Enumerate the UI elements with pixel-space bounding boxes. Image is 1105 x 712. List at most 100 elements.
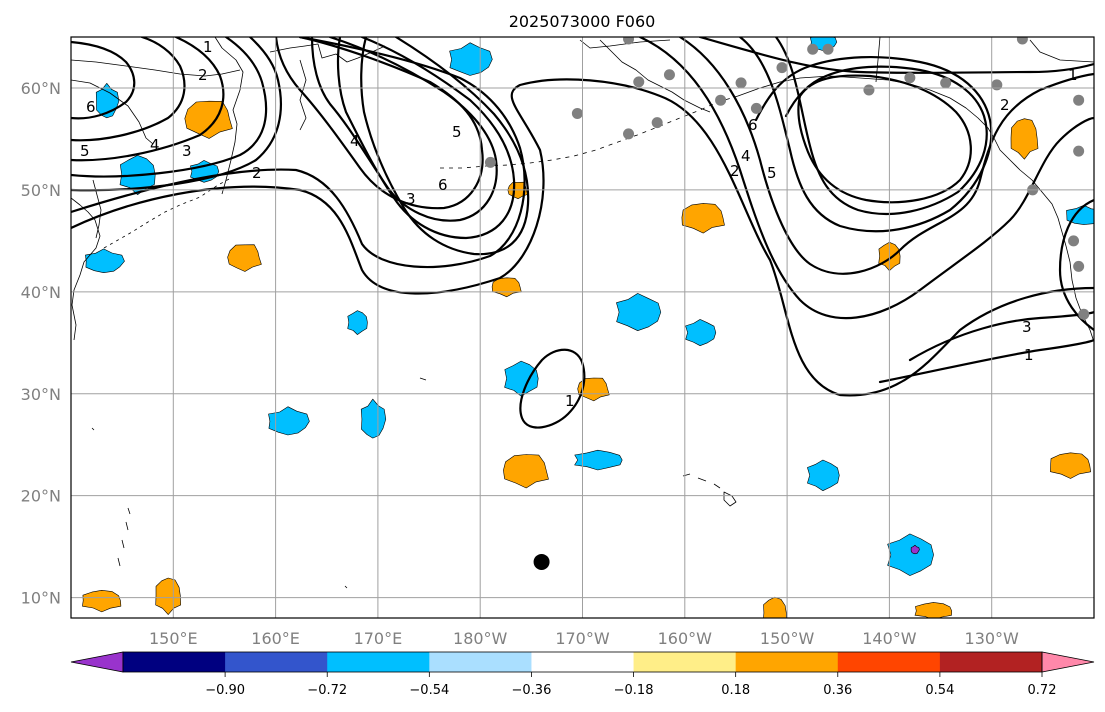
colorbar-cell	[633, 652, 737, 672]
contour-label-3: 3	[182, 142, 192, 160]
colorbar-cell	[837, 652, 941, 672]
lon-tick-label: 160°E	[251, 629, 300, 648]
contour-label-6: 6	[438, 176, 448, 194]
contour-2-west	[71, 37, 282, 192]
anomaly-blob	[268, 406, 310, 436]
coast-bc-panhandle	[993, 137, 1067, 247]
lon-tick-label: 170°E	[354, 629, 403, 648]
contour-label-1: 1	[1068, 66, 1078, 84]
contour-5-west	[71, 40, 136, 120]
contour-6-mid	[360, 37, 530, 256]
anomaly-blob	[914, 602, 952, 618]
contour-2-mid	[71, 37, 526, 269]
contour-4-alaska	[738, 37, 993, 233]
coast-kurils-hokkaido	[71, 197, 101, 341]
anomaly-blob	[504, 360, 539, 397]
station-dot	[940, 77, 952, 89]
colorbar-tick-label: −0.54	[409, 683, 449, 698]
contour-big-1	[71, 78, 1094, 397]
contour-3-west	[71, 37, 225, 162]
contour-label-5: 5	[767, 164, 777, 182]
latitude-tick-labels: 60°N 50°N 40°N 30°N 20°N 10°N	[21, 79, 61, 608]
contour-label-1: 1	[1024, 346, 1034, 364]
station-dot	[1068, 235, 1080, 247]
station-dot	[663, 69, 675, 81]
coast-alaska-west	[599, 39, 711, 113]
contour-5-alaska	[774, 37, 988, 216]
station-dot	[863, 84, 875, 96]
station-dot	[1073, 145, 1085, 157]
lat-tick-label: 50°N	[21, 181, 61, 200]
colorbar-tick-label: −0.36	[512, 683, 552, 698]
anomaly-blob	[574, 449, 623, 471]
colorbar-cell	[939, 652, 1043, 672]
anomaly-blob	[82, 590, 122, 613]
coast-islands-west	[91, 377, 427, 589]
station-dot	[623, 37, 635, 45]
contour-label-2: 2	[730, 162, 740, 180]
coast-aleutians	[440, 95, 739, 169]
coast-kamchatka	[214, 37, 244, 195]
contour-3-alaska	[678, 37, 1094, 275]
colorbar-extend-high	[1041, 651, 1095, 673]
chart-title: 2025073000 F060	[509, 12, 656, 31]
station-dot	[735, 77, 747, 89]
contour-1-west	[71, 37, 268, 178]
station-dot	[633, 76, 645, 88]
contour-labels: 1 2 6 4 3 5 2 4 5 3 6 1 2 4 5 6 2 1 3 1	[80, 38, 1078, 410]
contour-label-5: 5	[452, 123, 462, 141]
station-dot	[571, 107, 583, 119]
colorbar-tick-label: −0.72	[307, 683, 347, 698]
anomaly-blob	[616, 293, 662, 331]
station-dot	[776, 62, 788, 74]
colorbar-cell	[123, 652, 226, 672]
anomaly-blob	[763, 596, 787, 618]
coast-hawaii	[682, 473, 737, 507]
coast-asia-east	[71, 79, 154, 145]
shaded-anomaly-layer	[82, 37, 1094, 618]
contour-1-east	[698, 37, 1094, 74]
coastlines	[71, 37, 1094, 589]
lon-tick-label: 150°E	[149, 629, 198, 648]
colorbar-tick-label: −0.18	[614, 683, 654, 698]
lon-tick-label: 150°W	[760, 629, 815, 648]
station-dot	[651, 117, 663, 129]
station-dot	[1078, 308, 1090, 320]
lat-tick-label: 10°N	[21, 589, 61, 608]
graticule	[71, 37, 1094, 618]
contour-label-4: 4	[741, 147, 751, 165]
colorbar-outline	[122, 651, 1043, 673]
contour-4-west	[71, 37, 186, 142]
station-dot	[807, 43, 819, 55]
station-dot	[1073, 260, 1085, 272]
colorbar-cell	[327, 652, 430, 672]
colorbar-cell	[225, 652, 328, 672]
anomaly-blob	[910, 544, 920, 555]
lon-tick-label: 130°W	[965, 629, 1020, 648]
contour-5-mid	[336, 37, 516, 240]
contour-label-2: 2	[198, 66, 208, 84]
colorbar-cell	[531, 652, 635, 672]
station-dot	[991, 79, 1003, 91]
contour-label-5: 5	[80, 142, 90, 160]
contour-label-4: 4	[350, 132, 360, 150]
anomaly-blob	[577, 377, 610, 402]
anomaly-blob	[1010, 118, 1039, 160]
station-dot	[1073, 94, 1085, 106]
lon-tick-label: 140°W	[862, 629, 917, 648]
anomaly-blob	[503, 454, 549, 489]
map-frame	[70, 36, 1095, 619]
anomaly-blob	[347, 310, 368, 335]
colorbar-cell	[735, 652, 839, 672]
contour-label-1: 1	[203, 38, 213, 56]
contour-6-alaska	[797, 74, 972, 204]
coast-us-west	[1065, 245, 1094, 343]
contour-label-2: 2	[1000, 96, 1010, 114]
colorbar-tick-label: 0.72	[1028, 683, 1057, 698]
coast-chukotka-south	[299, 59, 307, 131]
longitude-tick-labels: 150°E 160°E 170°E 180°W 170°W 160°W 150°W 140°W…	[149, 629, 1019, 648]
station-dot	[715, 94, 727, 106]
lat-tick-label: 20°N	[21, 487, 61, 506]
contour-1-east-south	[878, 338, 1094, 384]
